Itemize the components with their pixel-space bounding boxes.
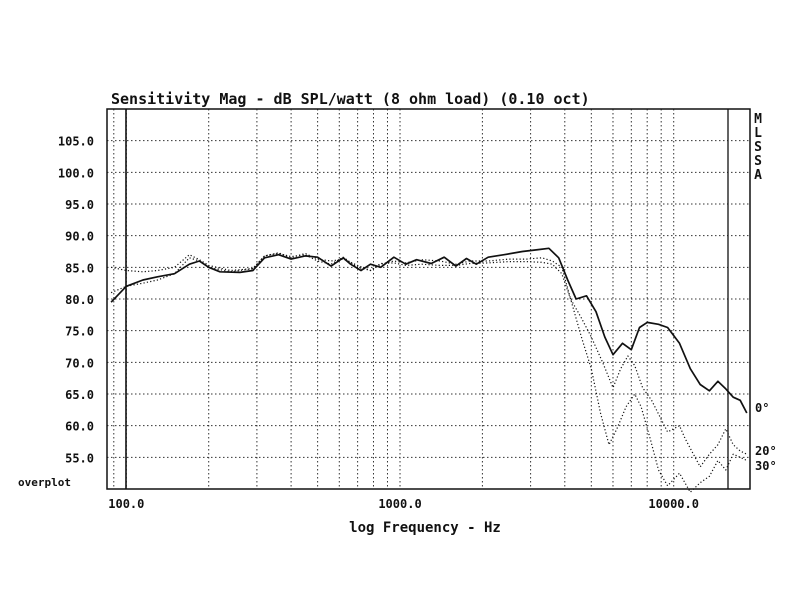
y-tick-label: 80.0 <box>65 293 94 307</box>
y-tick-label: 100.0 <box>58 166 94 180</box>
x-tick-labels: 100.0 1000.0 10000.0 <box>108 497 699 511</box>
y-tick-label: 55.0 <box>65 451 94 465</box>
y-tick-label: 70.0 <box>65 356 94 370</box>
series-line <box>110 252 748 468</box>
y-tick-label: 105.0 <box>58 135 94 149</box>
series-line <box>110 247 748 414</box>
y-tick-label: 90.0 <box>65 230 94 244</box>
series-label: 20° <box>755 444 777 458</box>
y-tick-label: 75.0 <box>65 325 94 339</box>
side-letter: S <box>754 154 762 169</box>
side-letter: M <box>754 112 762 127</box>
series-label: 30° <box>755 459 777 473</box>
series-label: 0° <box>755 401 769 415</box>
grid <box>107 109 750 489</box>
x-tick-label: 10000.0 <box>648 497 699 511</box>
x-axis-label: log Frequency - Hz <box>349 520 501 536</box>
side-letter: A <box>754 168 762 183</box>
plot-frame <box>106 108 751 490</box>
overplot-label: overplot <box>18 476 71 489</box>
y-tick-label: 85.0 <box>65 261 94 275</box>
series-lines <box>110 247 748 493</box>
side-letter: L <box>754 126 762 141</box>
y-tick-label: 95.0 <box>65 198 94 212</box>
series-labels: 0° 20°30° <box>755 401 777 473</box>
chart-title: Sensitivity Mag - dB SPL/watt (8 ohm loa… <box>111 90 590 108</box>
series-line <box>110 252 748 493</box>
y-tick-labels: 105.0 100.0 95.0 90.0 85.0 80.0 75.0 70.0 65.0 60… <box>58 135 94 466</box>
side-letter: S <box>754 140 762 155</box>
y-tick-label: 60.0 <box>65 420 94 434</box>
x-tick-label: 1000.0 <box>378 497 421 511</box>
y-tick-label: 65.0 <box>65 388 94 402</box>
x-tick-label: 100.0 <box>108 497 144 511</box>
